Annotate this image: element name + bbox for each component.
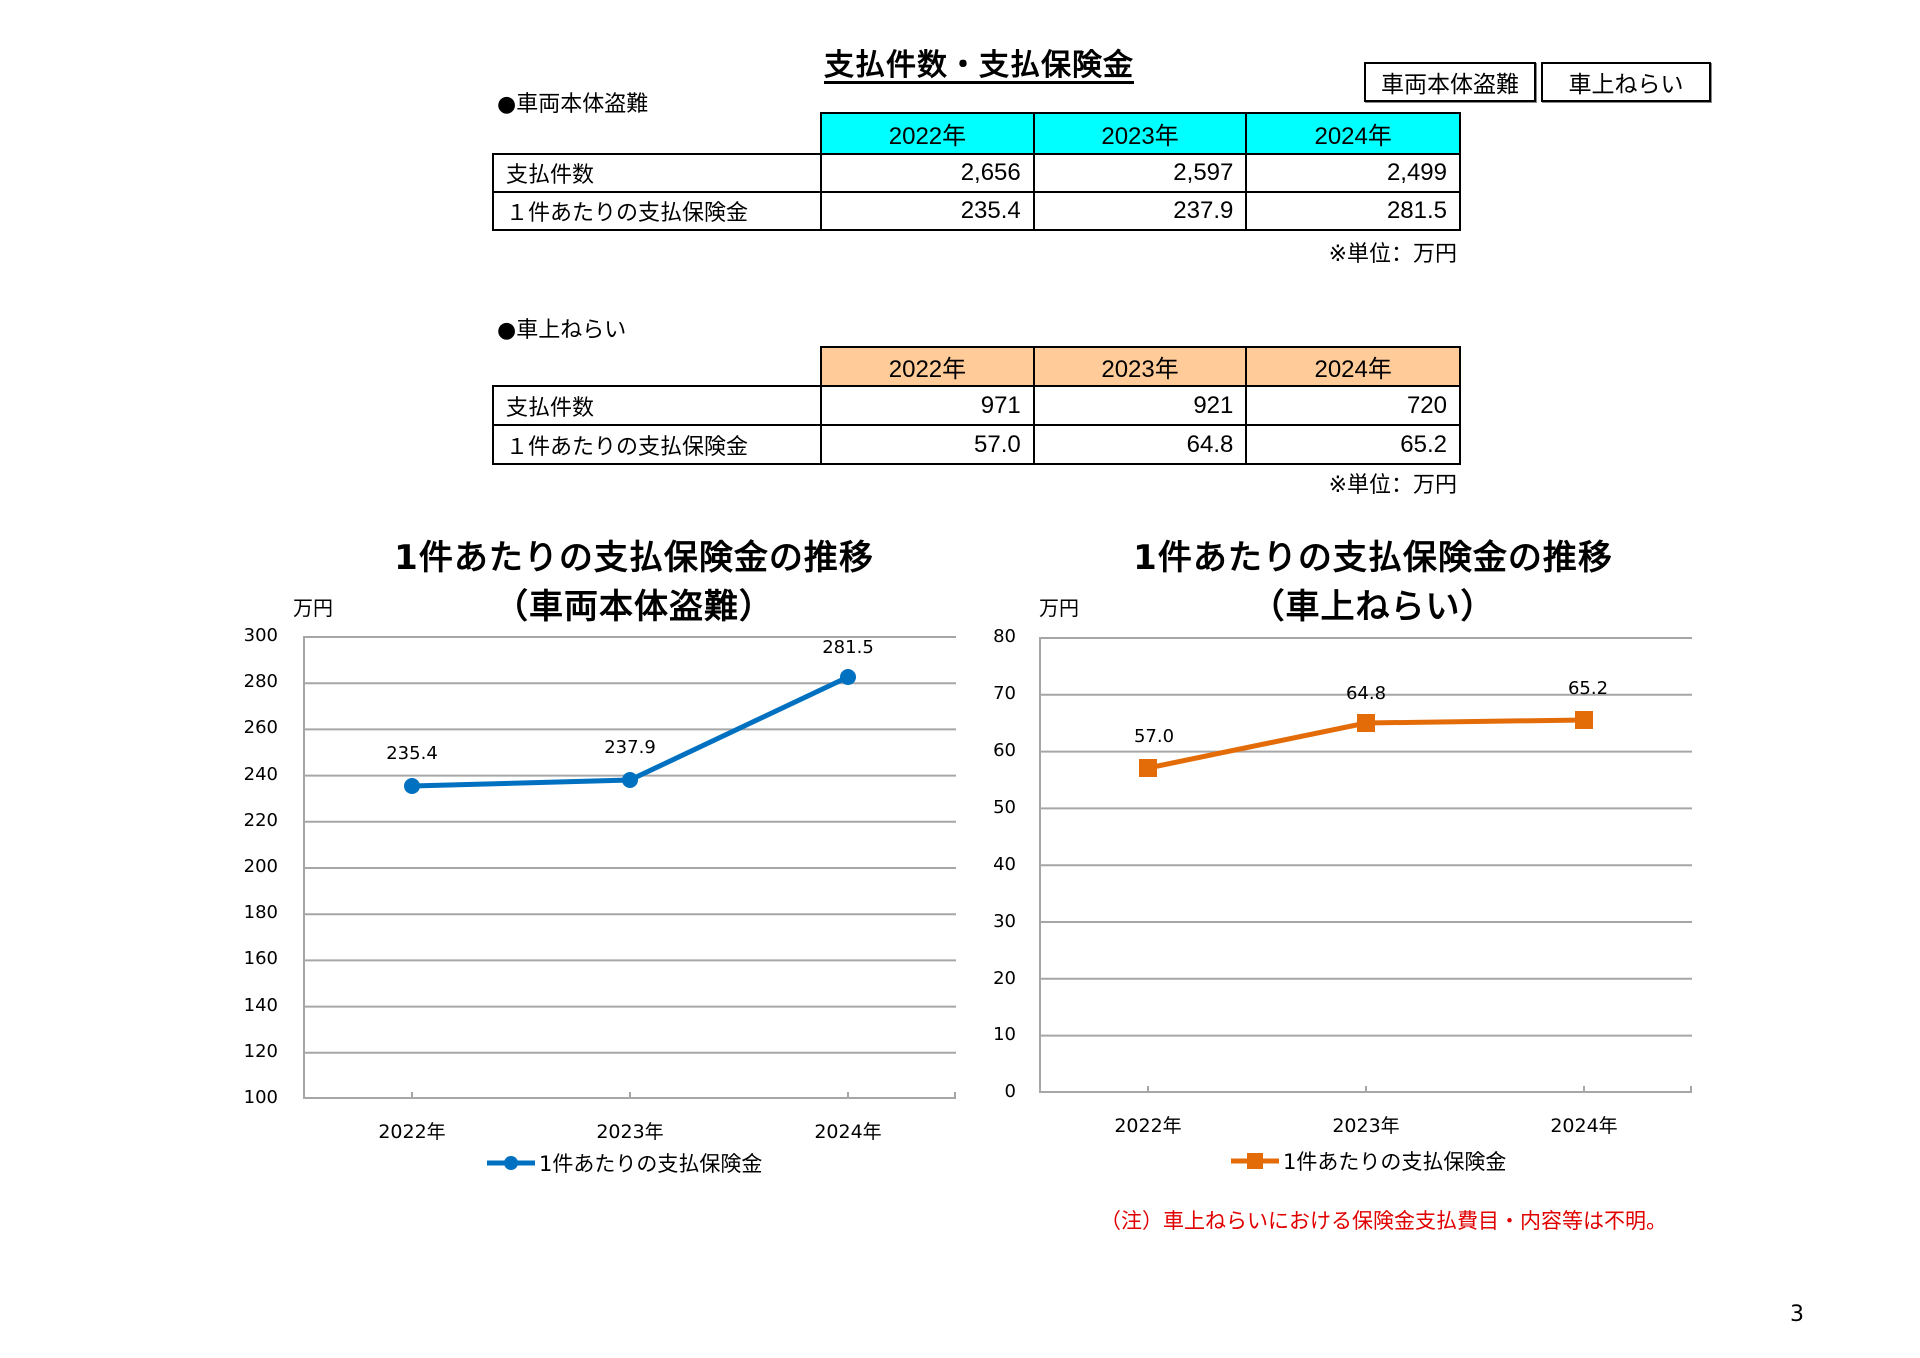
x-tick: 2023年	[596, 1121, 664, 1143]
y-tick: 280	[243, 671, 278, 692]
legend-label: 1件あたりの支払保険金	[1283, 1150, 1507, 1174]
y-tick: 180	[243, 902, 278, 923]
table-corner	[493, 113, 821, 154]
cell: 237.9	[1032, 191, 1248, 231]
y-tick: 50	[993, 797, 1016, 818]
car-break-in-button[interactable]: 車上ねらい	[1541, 62, 1711, 102]
data-label: 65.2	[1567, 678, 1609, 699]
x-tick: 2022年	[378, 1121, 446, 1143]
page-title: 支払件数・支払保険金	[824, 48, 1134, 83]
row-label: １件あたりの支払保険金	[491, 424, 823, 465]
cell: 2,656	[820, 153, 1035, 193]
unit-note: ※単位：万円	[1328, 473, 1457, 498]
y-tick: 220	[243, 810, 278, 831]
cell: 921	[1032, 385, 1248, 426]
x-tick: 2023年	[1332, 1115, 1400, 1137]
column-header: 2024年	[1245, 346, 1461, 387]
row-label: 支払件数	[491, 153, 823, 193]
table-corner	[493, 347, 821, 386]
y-tick: 60	[993, 740, 1016, 761]
y-tick: 40	[993, 854, 1016, 875]
section-label-vehicle-theft: ●車両本体盗難	[497, 92, 649, 117]
y-axis-unit: 万円	[1039, 596, 1079, 620]
column-header: 2023年	[1032, 346, 1248, 387]
vehicle-theft-button[interactable]: 車両本体盗難	[1364, 62, 1536, 102]
y-tick: 140	[243, 995, 278, 1016]
row-label: 支払件数	[491, 385, 823, 426]
cell: 720	[1245, 385, 1461, 426]
y-tick: 80	[993, 626, 1016, 647]
footnote: （注）車上ねらいにおける保険金支払費目・内容等は不明。	[1100, 1209, 1667, 1233]
table-row: １件あたりの支払保険金 57.0 64.8 65.2	[491, 424, 1461, 465]
column-header: 2024年	[1245, 112, 1461, 155]
data-point	[1575, 711, 1593, 729]
legend-label: 1件あたりの支払保険金	[539, 1152, 763, 1176]
data-point	[1357, 714, 1375, 732]
chart-title: 1件あたりの支払保険金の推移	[394, 538, 874, 578]
legend-line-circle-icon	[487, 1156, 535, 1170]
chart-title: 1件あたりの支払保険金の推移	[1133, 538, 1613, 578]
table-row: 支払件数 971 921 720	[491, 385, 1461, 426]
cell: 2,597	[1032, 153, 1248, 193]
cell: 64.8	[1032, 424, 1248, 465]
data-label: 57.0	[1133, 726, 1175, 747]
cell: 2,499	[1245, 153, 1461, 193]
page-number: 3	[1790, 1302, 1804, 1327]
y-tick: 300	[243, 625, 278, 646]
unit-note: ※単位：万円	[1328, 242, 1457, 267]
data-point	[840, 669, 856, 685]
chart-legend: 1件あたりの支払保険金	[487, 1148, 762, 1178]
chart-legend: 1件あたりの支払保険金	[1231, 1146, 1506, 1176]
x-tick: 2022年	[1114, 1115, 1182, 1137]
data-label: 64.8	[1345, 683, 1387, 704]
vehicle-theft-table: 2022年 2023年 2024年 支払件数 2,656 2,597 2,499…	[491, 112, 1461, 231]
y-tick: 0	[1004, 1081, 1016, 1102]
data-point	[1139, 759, 1157, 777]
data-point	[404, 778, 420, 794]
data-label: 235.4	[386, 743, 438, 764]
y-tick: 200	[243, 856, 278, 877]
cell: 235.4	[820, 191, 1035, 231]
y-tick: 260	[243, 717, 278, 738]
y-tick: 30	[993, 911, 1016, 932]
y-axis-unit: 万円	[293, 596, 333, 620]
column-header: 2023年	[1032, 112, 1248, 155]
table-row: １件あたりの支払保険金 235.4 237.9 281.5	[491, 191, 1461, 231]
cell: 971	[820, 385, 1035, 426]
legend-line-square-icon	[1231, 1153, 1279, 1169]
row-label: １件あたりの支払保険金	[491, 191, 823, 231]
chart-subtitle: （車上ねらい）	[1250, 587, 1496, 627]
y-tick: 100	[243, 1087, 278, 1108]
x-tick: 2024年	[1550, 1115, 1618, 1137]
plot-area	[1039, 637, 1692, 1093]
y-tick: 20	[993, 968, 1016, 989]
data-label: 237.9	[604, 737, 656, 758]
car-break-in-table: 2022年 2023年 2024年 支払件数 971 921 720 １件あたり…	[491, 346, 1461, 465]
column-header: 2022年	[820, 346, 1035, 387]
y-tick: 240	[243, 764, 278, 785]
data-point	[622, 772, 638, 788]
series-line	[411, 674, 850, 789]
y-tick: 120	[243, 1041, 278, 1062]
section-label-car-break-in: ●車上ねらい	[497, 318, 627, 343]
table-row: 支払件数 2,656 2,597 2,499	[491, 153, 1461, 193]
chart-subtitle: （車両本体盗難）	[494, 587, 774, 627]
x-tick: 2024年	[814, 1121, 882, 1143]
y-tick: 70	[993, 683, 1016, 704]
y-tick: 160	[243, 948, 278, 969]
cell: 281.5	[1245, 191, 1461, 231]
cell: 65.2	[1245, 424, 1461, 465]
column-header: 2022年	[820, 112, 1035, 155]
y-tick: 10	[993, 1024, 1016, 1045]
cell: 57.0	[820, 424, 1035, 465]
data-label: 281.5	[822, 637, 874, 658]
plot-area	[303, 636, 956, 1099]
